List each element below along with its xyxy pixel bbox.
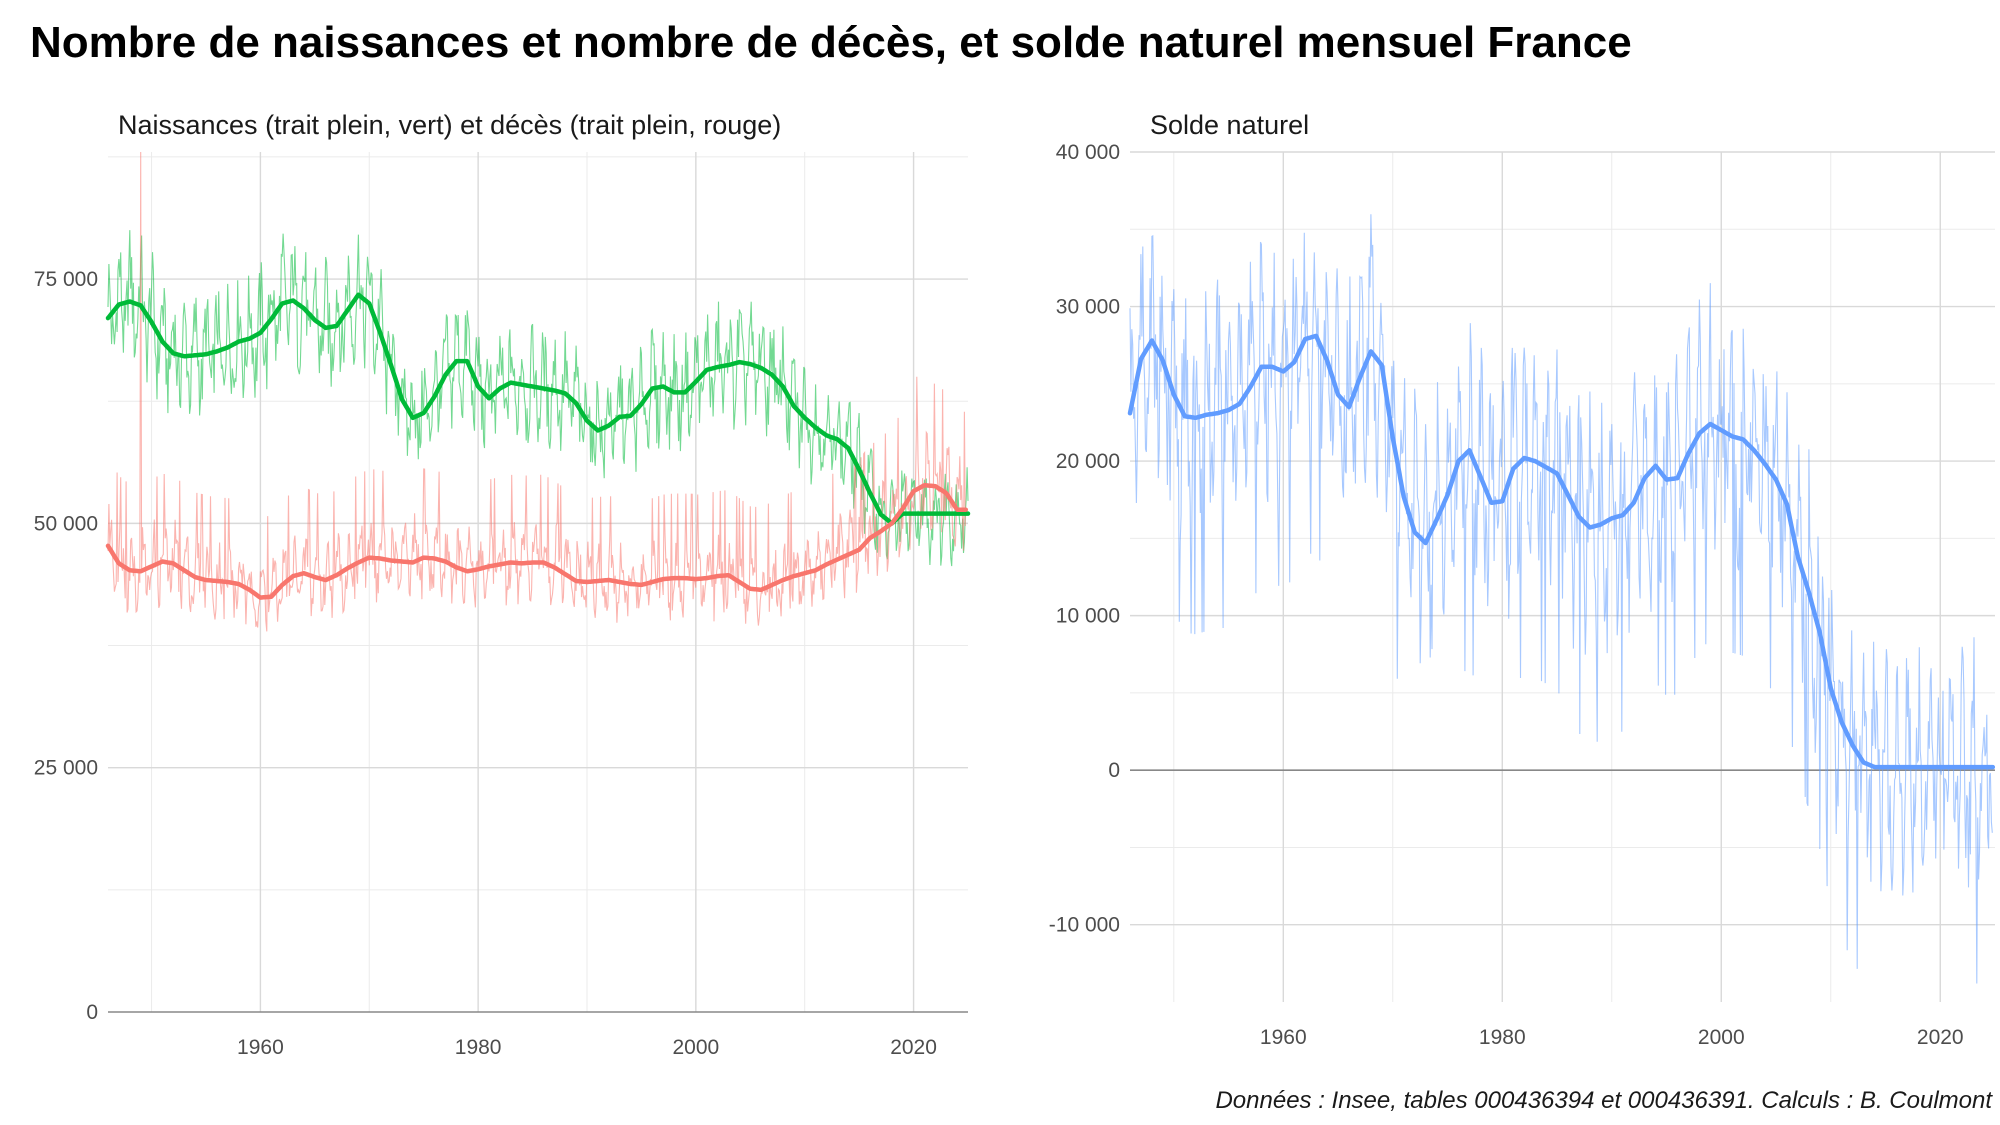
series-trend-balance	[1127, 333, 1996, 770]
x-tick-label: 1980	[455, 1036, 502, 1059]
series-trend-deaths	[105, 483, 969, 600]
y-tick-label: 75 000	[34, 268, 98, 291]
left-panel-title: Naissances (trait plein, vert) et décès …	[118, 110, 782, 140]
y-tick-label: 30 000	[1056, 296, 1120, 319]
x-tick-label: 2020	[890, 1036, 937, 1059]
y-tick-label: 0	[86, 1001, 98, 1024]
right-panel-title: Solde naturel	[1150, 110, 1310, 140]
x-tick-label: 2000	[672, 1036, 719, 1059]
chart-title: Nombre de naissances et nombre de décès,…	[30, 18, 1632, 67]
series-monthly-balance	[1129, 214, 1993, 984]
x-tick-label: 1960	[1260, 1026, 1307, 1049]
y-tick-label: 0	[1108, 759, 1120, 782]
source-caption: Données : Insee, tables 000436394 et 000…	[1215, 1087, 1992, 1114]
x-tick-label: 2020	[1917, 1026, 1964, 1049]
series-trend-births	[105, 292, 971, 526]
y-tick-label: 25 000	[34, 757, 98, 780]
y-tick-label: 20 000	[1056, 450, 1120, 473]
series-monthly-deaths	[107, 151, 966, 632]
y-tick-label: 40 000	[1056, 141, 1120, 164]
series-monthly-births	[107, 230, 969, 567]
x-tick-label: 2000	[1698, 1026, 1745, 1049]
y-tick-label: -10 000	[1049, 914, 1120, 937]
y-tick-label: 10 000	[1056, 605, 1120, 628]
x-tick-label: 1960	[237, 1036, 284, 1059]
left-panel-plot: 1960 1980 2000 2020 0 25 000 50 000 75 000	[34, 151, 971, 1059]
y-tick-label: 50 000	[34, 512, 98, 535]
x-tick-label: 1980	[1479, 1026, 1526, 1049]
right-panel-plot: 1960 1980 2000 2020 -10 000 0 10 000 20 000 30 0…	[1049, 141, 1996, 1049]
